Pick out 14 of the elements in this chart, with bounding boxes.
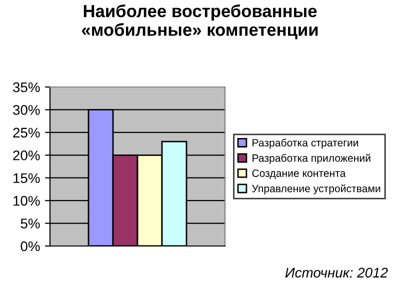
legend-label: Разработка приложений [252,154,370,164]
y-tick-label: 35% [13,82,40,92]
y-tick-label: 10% [14,196,40,206]
legend-label: Создание контента [252,169,346,179]
y-tick-label: 20% [13,150,40,160]
text: Источник: 2012 [285,268,388,278]
y-tick-label: 25% [13,128,40,138]
legend-label: Управление устройствами [252,184,380,194]
chart-title: Наиболее востребованные «мобильные» компетенции [82,4,318,40]
y-tick-label: 0% [20,241,40,252]
y-tick-label: 15% [14,173,40,184]
y-tick-label: 5% [20,218,40,228]
y-tick-label: 30% [13,105,40,115]
legend-label: Разработка стратегии [252,138,358,149]
